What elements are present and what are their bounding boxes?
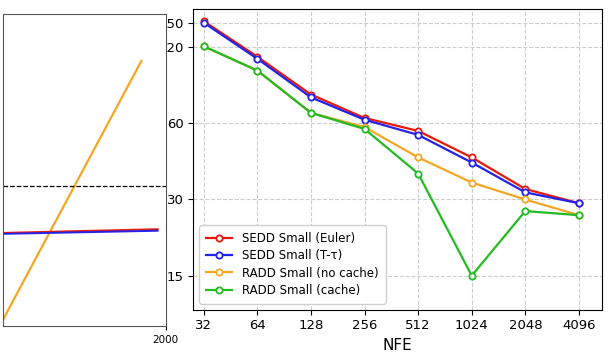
RADD Small (no cache)	[254, 68, 261, 73]
RADD Small (no cache)	[468, 180, 475, 185]
SEDD Small (T-τ)	[468, 161, 475, 165]
SEDD Small (Euler)	[468, 155, 475, 159]
SEDD Small (T-τ)	[254, 57, 261, 61]
RADD Small (no cache)	[575, 213, 583, 218]
SEDD Small (T-τ)	[307, 95, 314, 99]
RADD Small (no cache)	[414, 155, 422, 159]
SEDD Small (Euler)	[522, 187, 529, 191]
Legend: SEDD Small (Euler), SEDD Small (T-τ), RADD Small (no cache), RADD Small (cache): SEDD Small (Euler), SEDD Small (T-τ), RA…	[200, 225, 386, 304]
SEDD Small (Euler)	[575, 201, 583, 205]
RADD Small (no cache)	[361, 125, 368, 129]
SEDD Small (T-τ)	[200, 21, 208, 25]
SEDD Small (Euler)	[254, 54, 261, 59]
SEDD Small (Euler)	[307, 92, 314, 96]
RADD Small (cache)	[522, 209, 529, 213]
Line: RADD Small (cache): RADD Small (cache)	[201, 43, 582, 279]
RADD Small (cache)	[361, 127, 368, 131]
SEDD Small (Euler)	[414, 129, 422, 133]
SEDD Small (T-τ)	[522, 190, 529, 194]
RADD Small (no cache)	[307, 111, 314, 115]
RADD Small (cache)	[307, 111, 314, 115]
RADD Small (no cache)	[200, 44, 208, 48]
SEDD Small (Euler)	[361, 116, 368, 120]
RADD Small (cache)	[468, 273, 475, 278]
RADD Small (cache)	[200, 44, 208, 48]
Line: RADD Small (no cache): RADD Small (no cache)	[201, 43, 582, 218]
Y-axis label: Generative Perplexity: Generative Perplexity	[138, 76, 153, 242]
RADD Small (cache)	[254, 68, 261, 73]
SEDD Small (T-τ)	[575, 201, 583, 205]
X-axis label: NFE: NFE	[383, 338, 413, 353]
Line: SEDD Small (T-τ): SEDD Small (T-τ)	[201, 20, 582, 206]
SEDD Small (Euler)	[200, 19, 208, 23]
RADD Small (cache)	[575, 213, 583, 218]
RADD Small (cache)	[414, 171, 422, 176]
SEDD Small (T-τ)	[361, 117, 368, 122]
SEDD Small (T-τ)	[414, 133, 422, 137]
Line: SEDD Small (Euler): SEDD Small (Euler)	[201, 18, 582, 206]
RADD Small (no cache)	[522, 197, 529, 201]
